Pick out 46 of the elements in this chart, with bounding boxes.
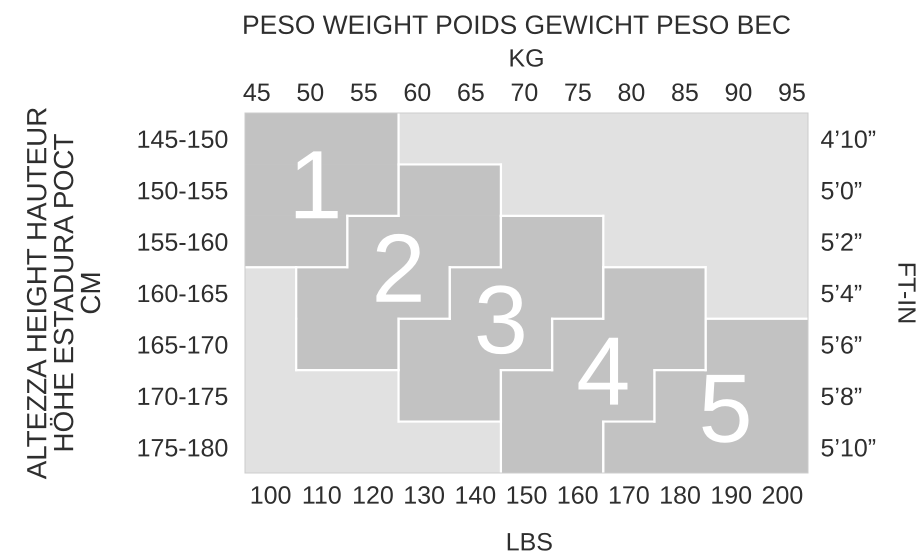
y2-tick-label: 5’8” (822, 387, 862, 406)
x-tick-label: 110 (304, 486, 341, 504)
series-label: 3 (478, 285, 524, 354)
y-tick-label: 155-160 (138, 233, 228, 251)
series-label: 2 (376, 234, 421, 302)
y2-tick-label: 5’6” (822, 336, 862, 354)
x2-tick-label: 60 (404, 83, 430, 102)
x2-tick-label: 50 (297, 83, 324, 102)
y-tick-label: 150-155 (138, 182, 228, 200)
x-tick-label: 130 (405, 486, 444, 504)
series-label: 5 (702, 374, 748, 443)
x2-tick-label: 85 (672, 83, 698, 102)
x-axis-title: LBS (508, 532, 552, 551)
x-tick-label: 160 (558, 486, 598, 504)
y-tick-label: 160-165 (138, 284, 228, 302)
y-tick-label: 165-170 (138, 336, 228, 354)
x2-axis-title: KG (510, 49, 543, 67)
x-tick-label: 170 (610, 486, 649, 504)
x-tick-label: 120 (354, 486, 393, 504)
y2-axis-title: FT-IN (898, 264, 916, 322)
x2-tick-label: 80 (618, 83, 644, 102)
y2-tick-label: 5’10” (822, 438, 876, 457)
x2-tick-label: 95 (779, 83, 805, 102)
x-tick-label: 200 (762, 486, 802, 504)
x-tick-label: 100 (252, 486, 290, 504)
y-tick-label: 145-150 (138, 130, 228, 148)
y2-tick-label: 5’4” (822, 284, 862, 302)
x-tick-label: 140 (456, 486, 496, 504)
x2-tick-label: 90 (726, 83, 752, 102)
x-tick-label: 180 (661, 486, 700, 504)
x2-tick-label: 65 (458, 83, 484, 102)
series-label: 4 (578, 338, 628, 405)
y2-tick-label: 4’10” (821, 130, 876, 148)
y-axis-title: ALTEZZA HEIGHT HAUTEUR HÖHE ESTADURA РОСТ CM (26, 108, 100, 480)
x2-tick-label: 55 (350, 84, 377, 102)
y2-tick-label: 5’0” (822, 182, 862, 200)
chart-title: PESO WEIGHT POIDS GEWICHT PESO ВЕС (244, 15, 790, 34)
series-label: 1 (296, 151, 338, 218)
x-tick-label: 150 (508, 486, 546, 504)
y-tick-label: 175-180 (138, 438, 228, 457)
y2-tick-label: 5’2” (822, 233, 862, 251)
x2-tick-label: 75 (565, 84, 591, 102)
x-tick-label: 190 (712, 486, 752, 504)
y-tick-label: 170-175 (138, 387, 228, 406)
x2-tick-label: 45 (243, 84, 270, 102)
x2-tick-label: 70 (512, 83, 538, 102)
